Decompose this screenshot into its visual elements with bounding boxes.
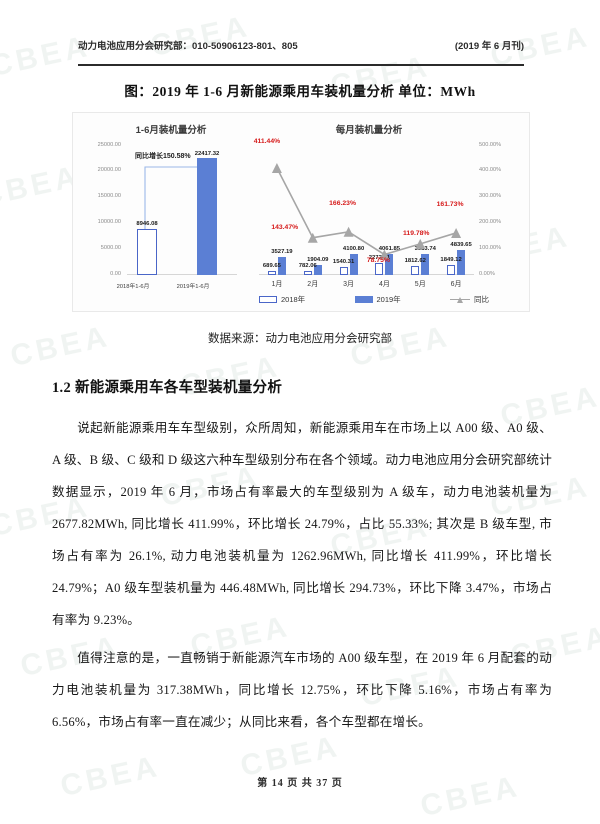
bar-2018-4 xyxy=(375,263,384,275)
bar-2019-cumulative xyxy=(197,158,217,275)
xcat-2019-cumulative: 2019年1-6月 xyxy=(176,284,210,290)
y2tick-400: 400.00% xyxy=(479,167,502,173)
bar-label-2018-4: 2272.31 xyxy=(368,255,391,262)
axis-baseline-monthly xyxy=(259,274,474,275)
bar-2019-6 xyxy=(457,249,466,275)
section-heading: 1.2 新能源乘用车各车型装机量分析 xyxy=(52,380,283,396)
ytick-5000: 5000.00 xyxy=(100,245,121,251)
xcat-month-4: 4月 xyxy=(378,281,390,288)
bar-2018-1 xyxy=(267,271,276,275)
bar-label-2019-cumulative: 22417.32 xyxy=(194,151,220,157)
bar-2018-6 xyxy=(447,265,456,275)
ytick-10000: 10000.00 xyxy=(97,219,121,225)
yoy-marker-6 xyxy=(451,227,462,238)
legend-line-marker-icon xyxy=(450,296,470,303)
bar-2019-1 xyxy=(277,256,286,275)
legend-label-2019: 2019年 xyxy=(376,295,401,304)
yoy-marker-4 xyxy=(379,249,390,260)
yoy-marker-2 xyxy=(307,232,318,243)
legend-swatch-2019-icon xyxy=(354,296,373,303)
plot-monthly: 689.65 3527.19 782.06 1904.09 1540.31 4100.80… xyxy=(254,138,474,275)
header-divider xyxy=(78,64,524,66)
legend-item-2019: 2019年 xyxy=(354,294,401,305)
xcat-month-5: 5月 xyxy=(414,281,426,288)
xcat-month-6: 6月 xyxy=(450,281,462,288)
bar-label-2018-cumulative: 8946.08 xyxy=(136,221,158,227)
y2tick-0: 0.00% xyxy=(479,271,495,277)
bar-label-2019-6: 4839.65 xyxy=(450,241,472,248)
y2tick-300: 300.00% xyxy=(479,193,502,199)
figure-title: 图：2019 年 1-6 月新能源乘用车装机量分析 单位：MWh xyxy=(124,84,476,99)
legend-label-yoy: 同比 xyxy=(474,295,489,304)
header-contact: 动力电池应用分会研究部：010-50906123-801、805 xyxy=(78,41,298,52)
page-footer: 第 14 页 共 37 页 xyxy=(257,778,343,789)
xcat-month-3: 3月 xyxy=(343,281,355,288)
y2tick-100: 100.00% xyxy=(479,245,502,251)
bar-label-2019-5: 3983.74 xyxy=(414,246,436,253)
ytick-25000: 25000.00 xyxy=(97,142,121,148)
ytick-0: 0.00 xyxy=(110,271,121,277)
bar-2018-3 xyxy=(339,267,348,275)
bar-2019-4 xyxy=(385,253,394,275)
yoy-line-series xyxy=(271,163,462,260)
chart-container: 1-6月装机量分析 每月装机量分析 0.00 5000.00 10000.00 … xyxy=(72,112,530,312)
ytick-20000: 20000.00 xyxy=(97,167,121,173)
chart-legend: 2018年 2019年 同比 xyxy=(259,294,489,305)
chart-title-monthly: 每月装机量分析 xyxy=(335,125,403,136)
xcat-2018-cumulative: 2018年1-6月 xyxy=(116,284,150,290)
bar-2018-5 xyxy=(411,265,420,275)
paragraph-1: 说起新能源乘用车车型级别，众所周知，新能源乘用车在市场上以 A00 级、A0 级… xyxy=(52,421,552,627)
bar-2019-5 xyxy=(421,254,430,275)
ytick-15000: 15000.00 xyxy=(97,193,121,199)
y2tick-500: 500.00% xyxy=(479,142,502,148)
bar-label-2018-5: 1812.62 xyxy=(404,257,426,264)
figure-source: 数据来源：动力电池应用分会研究部 xyxy=(208,333,392,345)
yoy-marker-5 xyxy=(415,238,426,249)
bar-label-2019-3: 4100.80 xyxy=(342,245,365,252)
bar-2018-2 xyxy=(303,270,312,275)
yoy-label-3: 166.23% xyxy=(329,199,356,207)
legend-swatch-2018-icon xyxy=(259,296,277,303)
body-content: 说起新能源乘用车车型级别，众所周知，新能源乘用车在市场上以 A00 级、A0 级… xyxy=(52,412,552,744)
y2tick-200: 200.00% xyxy=(479,219,502,225)
xcat-month-2: 2月 xyxy=(307,281,319,288)
bar-label-2018-2: 782.06 xyxy=(298,262,317,269)
bar-2019-2 xyxy=(313,265,322,275)
bar-2019-3 xyxy=(349,253,358,275)
yoy-marker-3 xyxy=(343,226,354,237)
growth-annotation: 同比增长150.58% xyxy=(135,153,191,160)
yoy-label-1: 411.44% xyxy=(253,138,281,146)
bar-label-2019-2: 1904.09 xyxy=(307,257,329,264)
axis-baseline-cumulative xyxy=(127,274,237,275)
bar-label-2019-4: 4061.85 xyxy=(378,245,401,252)
yoy-label-6: 161.73% xyxy=(436,200,464,208)
xcat-month-1: 1月 xyxy=(271,281,283,288)
bar-label-2018-6: 1849.12 xyxy=(440,257,462,264)
paragraph-2: 值得注意的是，一直畅销于新能源汽车市场的 A00 级车型，在 2019 年 6 … xyxy=(52,651,552,729)
chart-title-cumulative: 1-6月装机量分析 xyxy=(135,125,207,136)
yoy-label-2: 143.47% xyxy=(271,223,299,231)
bar-label-2019-1: 3527.19 xyxy=(271,248,293,255)
yoy-label-5: 119.78% xyxy=(403,229,430,237)
plot-cumulative: 同比增长150.58% 8946.08 22417.32 xyxy=(127,145,237,275)
yoy-label-4: 78.75% xyxy=(366,256,390,264)
legend-label-2018: 2018年 xyxy=(281,295,306,304)
legend-item-2018: 2018年 xyxy=(259,294,305,305)
page-header: 动力电池应用分会研究部：010-50906123-801、805 (2019 年… xyxy=(78,38,524,52)
bar-label-2018-3: 1540.31 xyxy=(332,258,355,265)
yoy-marker-1 xyxy=(271,163,282,174)
bar-2018-cumulative xyxy=(137,228,157,275)
bar-label-2018-1: 689.65 xyxy=(262,263,281,270)
header-issue: (2019 年 6 月刊) xyxy=(454,41,524,52)
legend-item-yoy: 同比 xyxy=(450,294,489,305)
